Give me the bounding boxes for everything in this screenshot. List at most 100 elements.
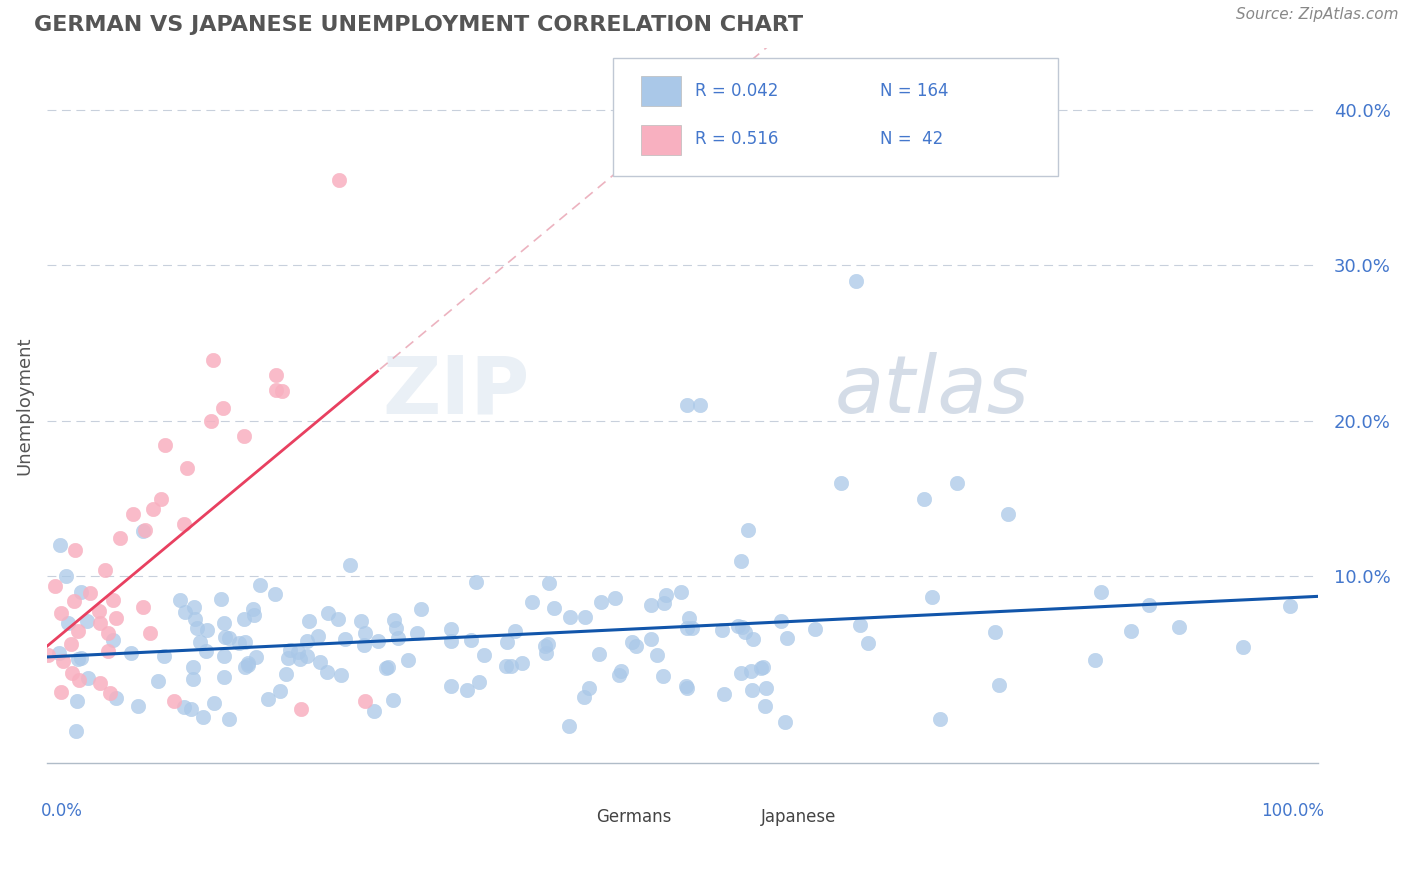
Point bbox=[1137, 598, 1160, 612]
Point bbox=[858, 636, 880, 650]
Point bbox=[912, 491, 935, 506]
Point bbox=[66, 652, 89, 666]
Point bbox=[76, 614, 98, 628]
Point bbox=[132, 600, 155, 615]
Point bbox=[755, 681, 778, 695]
Point bbox=[734, 624, 756, 639]
Point bbox=[48, 538, 70, 552]
Point bbox=[640, 632, 662, 646]
Text: atlas: atlas bbox=[835, 352, 1029, 430]
Point bbox=[101, 633, 124, 648]
Point bbox=[845, 274, 868, 288]
Point bbox=[1119, 624, 1142, 639]
Point bbox=[377, 659, 399, 673]
Point bbox=[94, 563, 117, 577]
Point bbox=[256, 691, 278, 706]
Point bbox=[79, 586, 101, 600]
Point bbox=[288, 652, 311, 666]
Point bbox=[669, 585, 692, 599]
Point bbox=[63, 542, 86, 557]
Point bbox=[520, 595, 543, 609]
Point bbox=[214, 630, 236, 644]
Point bbox=[232, 429, 254, 443]
Point bbox=[543, 601, 565, 615]
Point bbox=[233, 635, 256, 649]
Point bbox=[242, 608, 264, 623]
Point bbox=[295, 634, 318, 648]
Point bbox=[495, 634, 517, 648]
Point bbox=[67, 624, 90, 639]
Point bbox=[77, 671, 100, 685]
Point bbox=[440, 679, 463, 693]
Point bbox=[495, 659, 517, 673]
FancyBboxPatch shape bbox=[721, 805, 754, 827]
Point bbox=[773, 714, 796, 729]
Point bbox=[270, 384, 292, 399]
Point bbox=[264, 368, 287, 382]
Point bbox=[181, 672, 204, 686]
Point bbox=[350, 614, 373, 628]
Point bbox=[245, 649, 267, 664]
Point bbox=[588, 648, 610, 662]
Point bbox=[711, 623, 734, 637]
Point bbox=[277, 650, 299, 665]
FancyBboxPatch shape bbox=[641, 125, 682, 155]
Point bbox=[578, 681, 600, 696]
Point bbox=[456, 683, 478, 698]
Point bbox=[501, 659, 523, 673]
Text: GERMAN VS JAPANESE UNEMPLOYMENT CORRELATION CHART: GERMAN VS JAPANESE UNEMPLOYMENT CORRELAT… bbox=[34, 15, 803, 35]
Point bbox=[678, 611, 700, 625]
Point bbox=[574, 690, 596, 704]
Point bbox=[176, 460, 198, 475]
Point bbox=[173, 605, 195, 619]
Point bbox=[142, 501, 165, 516]
Point bbox=[640, 599, 662, 613]
Point bbox=[127, 699, 149, 714]
Point bbox=[188, 635, 211, 649]
Point bbox=[675, 398, 697, 412]
Point bbox=[737, 523, 759, 537]
Point bbox=[274, 666, 297, 681]
Point bbox=[742, 632, 765, 647]
Point bbox=[652, 595, 675, 609]
Text: Source: ZipAtlas.com: Source: ZipAtlas.com bbox=[1236, 7, 1399, 22]
Point bbox=[655, 588, 678, 602]
Point bbox=[409, 602, 432, 616]
Point bbox=[741, 683, 763, 698]
Point bbox=[264, 383, 287, 397]
Point bbox=[676, 621, 699, 635]
Point bbox=[537, 637, 560, 651]
Point bbox=[212, 615, 235, 630]
Point bbox=[194, 644, 217, 658]
Point bbox=[195, 624, 218, 638]
Point bbox=[52, 654, 75, 668]
Point bbox=[984, 624, 1007, 639]
Point bbox=[770, 614, 793, 628]
Point bbox=[89, 675, 111, 690]
Point bbox=[191, 710, 214, 724]
Point bbox=[945, 476, 967, 491]
Point bbox=[232, 612, 254, 626]
Point bbox=[297, 649, 319, 664]
Point bbox=[675, 679, 697, 693]
Point bbox=[238, 657, 260, 672]
Point bbox=[849, 618, 872, 632]
Point bbox=[645, 648, 668, 663]
Point bbox=[740, 664, 762, 678]
Point bbox=[681, 621, 703, 635]
Point bbox=[353, 626, 375, 640]
Point bbox=[183, 600, 205, 615]
Point bbox=[353, 638, 375, 652]
Point bbox=[69, 651, 91, 665]
Point bbox=[169, 592, 191, 607]
Point bbox=[605, 591, 627, 605]
Point bbox=[214, 670, 236, 684]
Point bbox=[290, 701, 312, 715]
Point bbox=[308, 655, 330, 669]
Text: ZIP: ZIP bbox=[382, 352, 530, 430]
Point bbox=[298, 615, 321, 629]
Point bbox=[775, 631, 797, 645]
Point bbox=[730, 554, 752, 568]
Point bbox=[534, 646, 557, 660]
Point bbox=[201, 352, 224, 367]
